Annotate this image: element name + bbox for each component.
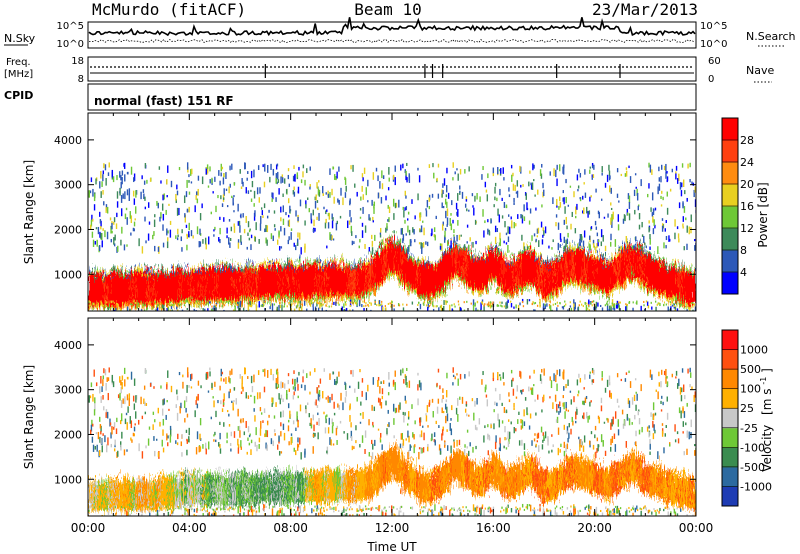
colorbar-segment bbox=[722, 250, 738, 273]
velocity-x-ticks: 00:00 04:00 08:00 12:00 16:00 20:00 00:00 bbox=[71, 318, 714, 535]
colorbar-segment bbox=[722, 486, 738, 507]
colorbar-tick-label: -1000 bbox=[740, 480, 772, 493]
velocity-label-part2: [m s bbox=[760, 388, 774, 414]
colorbar-tick-label: -25 bbox=[740, 422, 758, 435]
x-tick-label: 00:00 bbox=[71, 521, 106, 535]
velocity-label-end: ] bbox=[760, 368, 774, 373]
noise-left-tick-bottom: 10^0 bbox=[57, 39, 84, 50]
noise-right-tick-top: 10^5 bbox=[700, 21, 727, 32]
power-y-ticks: 1000 2000 3000 4000 bbox=[54, 134, 696, 281]
freq-left-tick-bottom: 8 bbox=[78, 74, 84, 85]
velocity-label-part1: Velocity bbox=[760, 425, 774, 472]
colorbar-segment bbox=[722, 388, 738, 409]
colorbar-segment bbox=[722, 162, 738, 185]
colorbar-segment bbox=[722, 330, 738, 351]
noise-sky-series bbox=[88, 17, 696, 37]
cpid-label: CPID bbox=[4, 89, 33, 102]
power-colorbar: 4 8 12 16 20 24 28 bbox=[721, 117, 754, 295]
y-tick-label: 4000 bbox=[54, 134, 82, 147]
colorbar-segment bbox=[722, 408, 738, 429]
y-tick-label: 3000 bbox=[54, 179, 82, 192]
station-title: McMurdo (fitACF) bbox=[92, 0, 246, 19]
power-colorbar-label: Power [dB] bbox=[756, 182, 770, 247]
colorbar-tick-label: 25 bbox=[740, 402, 754, 415]
freq-right-tick-bottom: 0 bbox=[708, 74, 714, 85]
power-data bbox=[88, 162, 696, 311]
colorbar-segment bbox=[722, 140, 738, 163]
colorbar-segment bbox=[722, 184, 738, 207]
colorbar-segment bbox=[722, 206, 738, 229]
noise-search-series bbox=[88, 38, 696, 44]
velocity-ylabel: Slant Range [km] bbox=[22, 365, 36, 469]
colorbar-tick-label: 500 bbox=[740, 363, 761, 376]
y-tick-label: 4000 bbox=[54, 339, 82, 352]
colorbar-segment bbox=[722, 427, 738, 448]
freq-label-line2: [MHz] bbox=[4, 69, 33, 80]
y-tick-label: 1000 bbox=[54, 268, 82, 281]
noise-panel: N.Sky 10^5 10^0 10^5 10^0 N.Search bbox=[4, 17, 796, 50]
x-axis-label: Time UT bbox=[366, 540, 417, 554]
noise-left-tick-top: 10^5 bbox=[57, 21, 84, 32]
colorbar-segment bbox=[722, 118, 738, 141]
velocity-data bbox=[88, 367, 696, 516]
x-tick-label: 20:00 bbox=[577, 521, 612, 535]
colorbar-tick-label: 12 bbox=[740, 222, 754, 235]
velocity-colorbar-label: Velocity [m s -1 ] bbox=[755, 368, 774, 472]
colorbar-tick-label: 28 bbox=[740, 134, 754, 147]
colorbar-segment bbox=[722, 369, 738, 390]
date-title: 23/Mar/2013 bbox=[592, 0, 698, 19]
x-tick-label: 16:00 bbox=[476, 521, 511, 535]
velocity-label-sup: -1 bbox=[759, 377, 768, 385]
colorbar-segment bbox=[722, 466, 738, 487]
velocity-y-ticks: 1000 2000 3000 4000 bbox=[54, 339, 696, 486]
colorbar-tick-label: 24 bbox=[740, 156, 754, 169]
colorbar-tick-label: 4 bbox=[740, 266, 747, 279]
y-tick-label: 3000 bbox=[54, 384, 82, 397]
colorbar-segment bbox=[722, 447, 738, 468]
freq-right-tick-top: 60 bbox=[708, 56, 721, 67]
x-tick-label: 12:00 bbox=[375, 521, 410, 535]
freq-label-line1: Freq. bbox=[6, 57, 31, 68]
power-ylabel: Slant Range [km] bbox=[22, 160, 36, 264]
colorbar-segment bbox=[722, 272, 738, 295]
colorbar-tick-label: 1000 bbox=[740, 344, 768, 357]
colorbar-frame bbox=[721, 329, 739, 507]
noise-right-tick-bottom: 10^0 bbox=[700, 39, 727, 50]
noise-search-label: N.Search bbox=[746, 30, 796, 43]
freq-left-tick-top: 18 bbox=[71, 56, 84, 67]
y-tick-label: 2000 bbox=[54, 428, 82, 441]
cpid-panel: CPID normal (fast) 151 RF bbox=[4, 83, 697, 111]
colorbar-segment bbox=[722, 349, 738, 370]
nave-label: Nave bbox=[746, 64, 774, 77]
power-x-ticks bbox=[87, 113, 697, 311]
colorbar-tick-label: 16 bbox=[740, 200, 754, 213]
x-tick-label: 08:00 bbox=[273, 521, 308, 535]
velocity-colorbar: 1000 500 100 25 -25 -100 -500 -1000 bbox=[721, 329, 772, 507]
colorbar-tick-label: -500 bbox=[740, 461, 765, 474]
colorbar-tick-label: 100 bbox=[740, 383, 761, 396]
x-tick-label: 00:00 bbox=[679, 521, 714, 535]
y-tick-label: 1000 bbox=[54, 473, 82, 486]
freq-panel: Freq. [MHz] 18 8 60 0 Nave bbox=[4, 56, 774, 85]
y-tick-label: 2000 bbox=[54, 223, 82, 236]
cpid-text: normal (fast) 151 RF bbox=[94, 94, 234, 108]
power-panel: 1000 2000 3000 4000 Slant Range [km] 4 8 12 16… bbox=[22, 112, 770, 312]
x-tick-label: 04:00 bbox=[172, 521, 207, 535]
colorbar-tick-label: -100 bbox=[740, 441, 765, 454]
noise-sky-label: N.Sky bbox=[4, 32, 36, 45]
beam-title: Beam 10 bbox=[354, 0, 421, 19]
freq-spikes bbox=[264, 64, 621, 78]
colorbar-tick-label: 20 bbox=[740, 178, 754, 191]
velocity-panel: 1000 2000 3000 4000 00:00 04:00 08:00 12:00 16:… bbox=[22, 317, 774, 554]
colorbar-segment bbox=[722, 228, 738, 251]
colorbar-tick-label: 8 bbox=[740, 244, 747, 257]
